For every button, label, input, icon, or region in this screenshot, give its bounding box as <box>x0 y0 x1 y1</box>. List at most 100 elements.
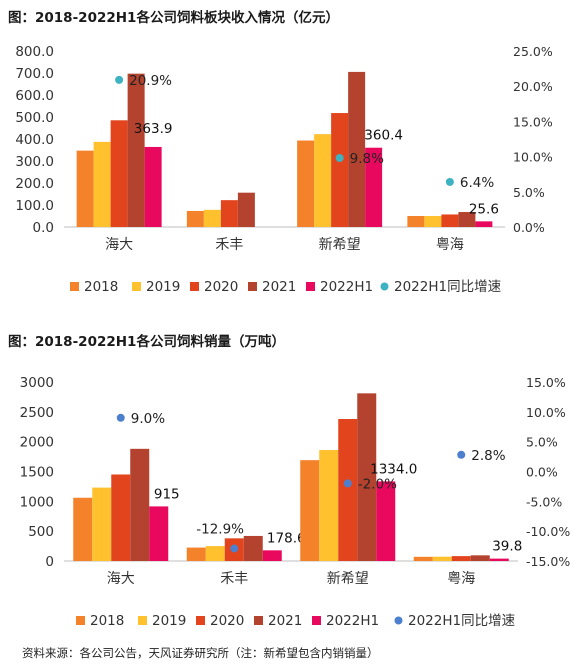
y-right-tick-label: -5.0% <box>526 494 562 509</box>
x-tick-label: 新希望 <box>327 571 369 587</box>
y-right-tick-label: -15.0% <box>526 554 570 569</box>
x-tick-label: 粤海 <box>447 571 475 587</box>
y-left-tick-label: 300.0 <box>15 154 54 170</box>
growth-marker-海大 <box>115 75 124 84</box>
bar-2018-禾丰 <box>186 547 206 561</box>
y-right-tick-label: 10.0% <box>526 405 566 420</box>
y-left-tick-label: 500 <box>28 524 54 540</box>
bar-2018-新希望 <box>297 140 315 227</box>
y-right-tick-label: 0.0% <box>513 220 545 235</box>
y-left-tick-label: 600.0 <box>15 88 54 104</box>
legend-swatch-2021 <box>248 282 257 291</box>
bar-2019-海大 <box>93 141 111 227</box>
legend-swatch-2021 <box>254 616 263 625</box>
bar-2022H1-粤海 <box>475 221 493 227</box>
bar-2022H1-新希望 <box>365 147 383 227</box>
bar-2018-海大 <box>73 497 93 561</box>
y-left-tick-label: 700.0 <box>15 66 54 82</box>
x-tick-label: 禾丰 <box>220 571 248 587</box>
x-tick-label: 粤海 <box>436 237 464 253</box>
bar-2020-粤海 <box>441 214 459 227</box>
bar-2021-粤海 <box>458 212 476 227</box>
bar-2019-禾丰 <box>203 209 221 227</box>
chart-1-title: 图：2018-2022H1各公司饲料板块收入情况（亿元） <box>8 10 339 26</box>
bar-2019-粤海 <box>424 216 442 227</box>
bar-2021-禾丰 <box>243 535 263 561</box>
data-label-2022h1: 363.9 <box>134 121 173 137</box>
y-right-tick-label: 25.0% <box>513 44 553 59</box>
growth-label-海大: 9.0% <box>131 411 165 427</box>
chart-2-title: 图：2018-2022H1各公司饲料销量（万吨） <box>8 334 285 350</box>
volume-chart: 0 500 1000 1500 2000 2500 3000 -15.0% -10.0% -5.0… <box>20 375 571 629</box>
legend-label: 2018 <box>84 279 118 295</box>
growth-label-粤海: 2.8% <box>471 448 505 464</box>
y-left-tick-label: 800.0 <box>15 44 54 60</box>
bar-2019-新希望 <box>319 450 339 561</box>
legend-swatch-growth <box>394 616 403 625</box>
y-left-tick-label: 1500 <box>20 465 54 481</box>
bar-2021-海大 <box>130 448 150 561</box>
bar-2019-海大 <box>92 487 112 561</box>
data-label-2022h1: 178.6 <box>267 530 306 546</box>
bar-2019-禾丰 <box>205 546 225 561</box>
bar-2022H1-海大 <box>149 506 169 561</box>
bar-2021-海大 <box>127 73 145 227</box>
legend-swatch-2020 <box>190 282 199 291</box>
y-left-tick-label: 1000 <box>20 494 54 510</box>
y-right-tick-label: -10.0% <box>526 524 570 539</box>
bar-2022H1-禾丰 <box>262 550 282 561</box>
x-tick-label: 新希望 <box>319 237 361 253</box>
x-tick-label: 海大 <box>105 237 133 253</box>
legend-label: 2021 <box>262 279 296 295</box>
legend-swatch-2022H1 <box>312 616 321 625</box>
growth-label-新希望: 9.8% <box>350 151 384 167</box>
x-tick-label: 禾丰 <box>215 237 243 253</box>
bar-2022H1-海大 <box>144 146 162 227</box>
data-label-2022h1: 915 <box>154 486 180 502</box>
y-left-tick-label: 3000 <box>20 375 54 391</box>
legend-label: 2022H1同比增速 <box>408 613 515 629</box>
legend-label: 2022H1 <box>320 279 373 295</box>
y-left-tick-label: 2000 <box>20 435 54 451</box>
legend-swatch-2018 <box>70 282 79 291</box>
bar-2020-海大 <box>110 120 128 227</box>
bar-2018-海大 <box>76 150 94 227</box>
bar-2018-禾丰 <box>186 210 204 227</box>
legend-label: 2022H1同比增速 <box>394 279 501 295</box>
bar-2021-禾丰 <box>237 192 255 227</box>
y-left-tick-label: 100.0 <box>15 198 54 214</box>
bar-2020-粤海 <box>451 556 471 561</box>
legend-swatch-2022H1 <box>306 282 315 291</box>
y-right-tick-label: 10.0% <box>513 150 553 165</box>
y-left-tick-label: 0 <box>45 554 54 570</box>
legend-label: 2020 <box>210 613 244 629</box>
legend-swatch-2019 <box>138 616 147 625</box>
bar-2019-新希望 <box>314 134 332 227</box>
y-right-tick-label: 15.0% <box>526 375 566 390</box>
bar-2018-新希望 <box>300 460 320 561</box>
legend-label: 2021 <box>268 613 302 629</box>
growth-marker-粤海 <box>445 177 454 186</box>
legend-label: 2019 <box>146 279 180 295</box>
growth-marker-新希望 <box>343 479 352 488</box>
data-label-2022h1: 39.8 <box>492 539 522 555</box>
legend-swatch-growth <box>380 282 389 291</box>
bar-2021-新希望 <box>348 71 366 228</box>
growth-label-粤海: 6.4% <box>460 175 494 191</box>
data-label-2022h1: 360.4 <box>364 128 403 144</box>
y-right-tick-label: 15.0% <box>513 114 553 129</box>
growth-marker-新希望 <box>335 154 344 163</box>
bar-2020-新希望 <box>338 418 358 561</box>
legend-swatch-2020 <box>196 616 205 625</box>
bar-2021-新希望 <box>357 393 377 561</box>
legend-swatch-2018 <box>76 616 85 625</box>
data-label-2022h1: 1334.0 <box>370 461 417 477</box>
x-tick-label: 海大 <box>107 571 135 587</box>
bar-2022H1-新希望 <box>376 481 396 561</box>
bar-2020-海大 <box>111 474 131 561</box>
bar-2018-粤海 <box>413 556 433 561</box>
bar-2019-粤海 <box>432 556 452 561</box>
y-left-tick-label: 2500 <box>20 405 54 421</box>
growth-label-海大: 20.9% <box>129 73 172 89</box>
y-right-tick-label: 5.0% <box>513 185 545 200</box>
